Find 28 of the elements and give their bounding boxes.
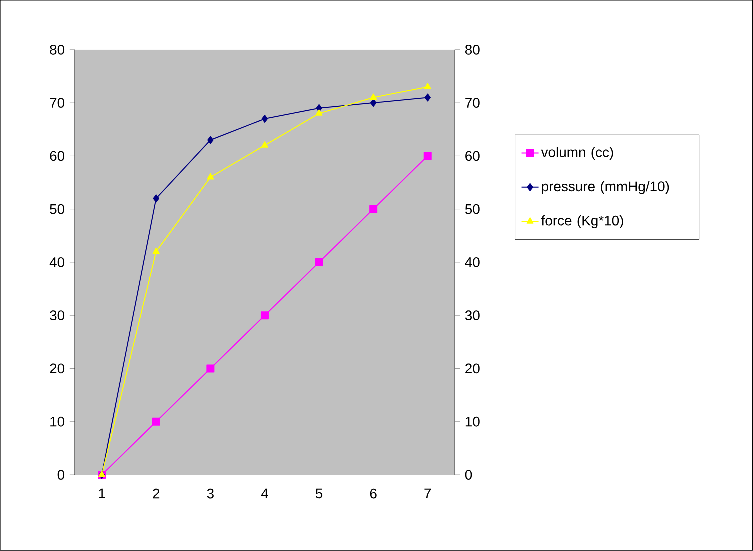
legend-label: pressure (mmHg/10)	[542, 181, 670, 194]
x-tick-label: 4	[261, 488, 268, 498]
y2-tick-label: 50	[50, 204, 65, 214]
x-tick-label: 2	[153, 488, 160, 499]
y-tick-label: 70	[466, 98, 480, 108]
y2-tick-label: 20	[50, 364, 65, 374]
x-tick-label: 6	[370, 488, 377, 499]
y2-tick-label: 10	[50, 416, 65, 427]
y2-tick-label: 60	[50, 151, 65, 162]
y2-tick-label: 70	[50, 98, 65, 108]
x-tick-label: 5	[316, 488, 323, 499]
legend-label: force (Kg*10)	[541, 216, 624, 229]
x-tick-label: 7	[424, 488, 432, 498]
y-tick-label: 0	[465, 470, 472, 480]
legend-label: volumn (cc)	[541, 147, 614, 160]
y-tick-label: 20	[466, 364, 480, 374]
y-tick-label: 10	[466, 416, 480, 427]
x-tick-label: 3	[207, 488, 214, 499]
y2-tick-label: 80	[50, 44, 65, 55]
x-tick-label: 1	[99, 488, 106, 498]
y-tick-label: 30	[465, 310, 480, 321]
y2-tick-label: 30	[50, 310, 65, 321]
y2-tick-label: 0	[58, 470, 65, 480]
y-tick-label: 80	[465, 44, 480, 55]
y-tick-label: 60	[466, 151, 480, 162]
y-tick-label: 50	[465, 204, 480, 214]
y2-tick-label: 40	[50, 258, 65, 268]
y-tick-label: 40	[465, 258, 480, 268]
